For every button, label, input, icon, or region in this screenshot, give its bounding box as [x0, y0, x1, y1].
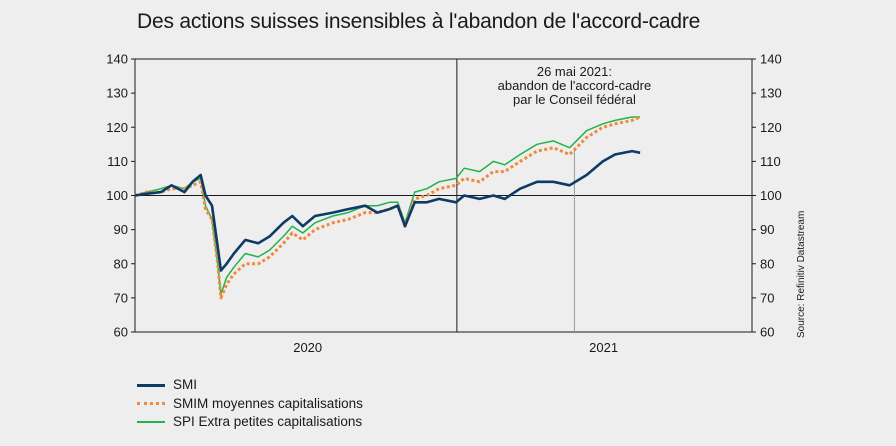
- y-tick-label-left: 80: [114, 256, 128, 271]
- y-axis-right: 60 70 80 90 100 110 120 130 140: [752, 52, 782, 340]
- y-tick-label-left: 120: [106, 120, 128, 135]
- y-tick-label-left: 70: [114, 290, 128, 305]
- y-tick-label-left: 140: [106, 52, 128, 67]
- y-tick-label-right: 120: [760, 120, 782, 135]
- y-tick-label-right: 110: [760, 154, 781, 169]
- x-axis: 2020 2021: [293, 340, 618, 355]
- legend-label-smi: SMI: [173, 376, 197, 395]
- legend-label-smim: SMIM moyennes capitalisations: [173, 395, 363, 414]
- legend: SMI SMIM moyennes capitalisations SPI Ex…: [137, 376, 363, 432]
- annotation-text: 26 mai 2021: abandon de l'accord-cadre par…: [498, 64, 652, 107]
- y-tick-label-left: 100: [106, 188, 128, 203]
- legend-label-spi: SPI Extra petites capitalisations: [173, 413, 362, 432]
- legend-swatch-smi: [137, 384, 165, 387]
- legend-swatch-spi: [137, 421, 165, 423]
- annotation-line-text: abandon de l'accord-cadre: [498, 78, 652, 93]
- annotation-line-text: par le Conseil fédéral: [513, 92, 636, 107]
- source-label: Source: Refinitiv Datastream: [796, 211, 807, 338]
- y-tick-label-right: 80: [760, 256, 774, 271]
- y-axis-left: 60 70 80 90 100 110 120 130 140: [106, 52, 135, 340]
- series-line-smim: [135, 117, 640, 298]
- y-tick-label-right: 100: [760, 188, 782, 203]
- y-tick-label-right: 140: [760, 52, 782, 67]
- x-tick-label: 2020: [293, 340, 322, 355]
- legend-item-smim: SMIM moyennes capitalisations: [137, 395, 363, 414]
- legend-swatch-smim: [137, 402, 165, 405]
- legend-item-smi: SMI: [137, 376, 363, 395]
- y-tick-label-left: 90: [114, 222, 128, 237]
- y-tick-label-left: 110: [107, 154, 128, 169]
- y-tick-label-right: 70: [760, 290, 774, 305]
- y-tick-label-left: 130: [106, 86, 128, 101]
- x-tick-label: 2021: [589, 340, 618, 355]
- series-lines: [135, 117, 640, 298]
- y-tick-label-right: 60: [760, 325, 774, 340]
- legend-item-spi: SPI Extra petites capitalisations: [137, 413, 363, 432]
- annotation-line-text: 26 mai 2021:: [537, 64, 612, 79]
- series-line-smi: [135, 151, 640, 271]
- y-tick-label-right: 130: [760, 86, 782, 101]
- y-tick-label-left: 60: [114, 325, 128, 340]
- y-tick-label-right: 90: [760, 222, 774, 237]
